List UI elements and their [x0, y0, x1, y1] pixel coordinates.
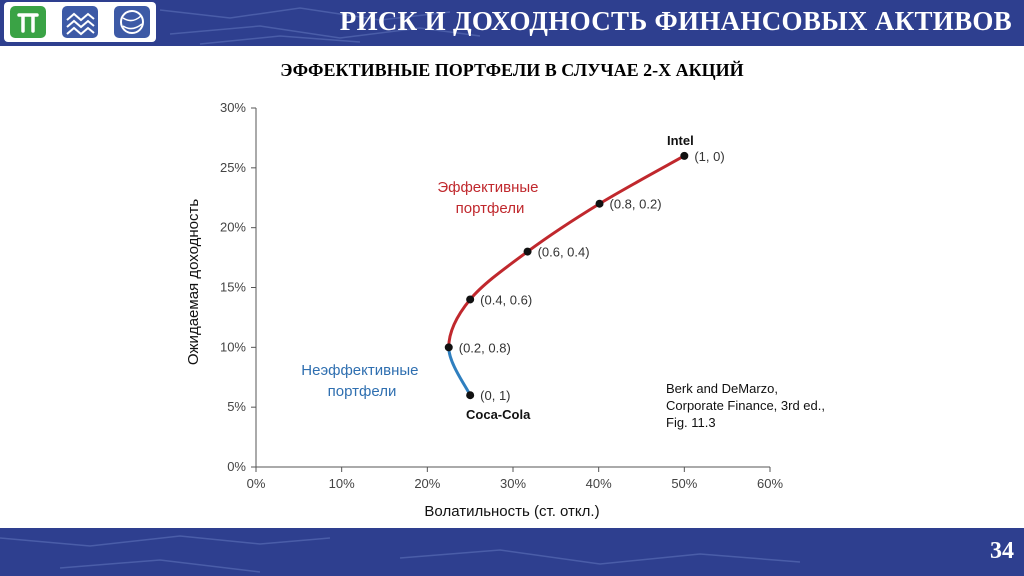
inefficient-label: Неэффективные портфели — [301, 362, 422, 400]
portfolio-point — [444, 343, 453, 352]
portfolio-point — [680, 151, 689, 160]
footer-decoration — [0, 535, 801, 573]
point-label: (0.8, 0.2) — [610, 197, 662, 212]
efficient-label: Эффективные портфели — [437, 179, 542, 217]
y-tick-label: 20% — [220, 220, 246, 235]
point-label: (0.2, 0.8) — [459, 340, 511, 355]
portfolio-point — [595, 199, 604, 208]
footer-bar: 34 — [0, 528, 1024, 576]
slide-title: ЭФФЕКТИВНЫЕ ПОРТФЕЛИ В СЛУЧАЕ 2-Х АКЦИЙ — [280, 60, 744, 80]
stock-label: Intel — [667, 133, 694, 148]
y-tick-label: 25% — [220, 160, 246, 175]
header-decoration — [159, 7, 481, 45]
logo — [4, 2, 156, 42]
x-axis-label: Волатильность (ст. откл.) — [424, 503, 599, 520]
x-tick-label: 0% — [247, 476, 266, 491]
portfolio-point — [466, 391, 475, 400]
chart-points: (0, 1) (0.2, 0.8) (0.4, 0.6) (0.6, 0.4) (0.8… — [444, 133, 725, 422]
y-tick-label: 30% — [220, 100, 246, 115]
y-tick-label: 10% — [220, 339, 246, 354]
point-label: (1, 0) — [694, 149, 724, 164]
y-tick-label: 15% — [220, 280, 246, 295]
x-tick-label: 50% — [671, 476, 697, 491]
portfolio-point — [523, 247, 532, 256]
header-bar: РИСК И ДОХОДНОСТЬ ФИНАНСОВЫХ АКТИВОВ — [0, 0, 1024, 46]
x-tick-label: 10% — [329, 476, 355, 491]
y-tick-label: 0% — [227, 459, 246, 474]
page-number: 34 — [990, 538, 1014, 564]
point-label: (0.6, 0.4) — [538, 245, 590, 260]
logo-pi-icon — [10, 6, 46, 38]
chart-axes: 0% 10% 20% 30% 40% 50% 60% 0% 5% 10% 15% 20% 25% 30% — [220, 100, 783, 491]
y-axis-label: Ожидаемая доходность — [185, 199, 202, 365]
logo-waves-icon — [62, 6, 98, 38]
point-label: (0, 1) — [480, 388, 510, 403]
x-tick-label: 40% — [586, 476, 612, 491]
portfolio-point — [466, 295, 475, 304]
x-tick-label: 20% — [414, 476, 440, 491]
y-tick-label: 5% — [227, 399, 246, 414]
logo-globe-icon — [114, 6, 150, 38]
point-label: (0.4, 0.6) — [480, 292, 532, 307]
efficient-frontier-curve — [447, 154, 686, 348]
x-tick-label: 30% — [500, 476, 526, 491]
header-title: РИСК И ДОХОДНОСТЬ ФИНАНСОВЫХ АКТИВОВ — [339, 6, 1012, 36]
source-annotation: Berk and DeMarzo, Corporate Finance, 3rd… — [666, 381, 829, 430]
x-tick-label: 60% — [757, 476, 783, 491]
stock-label: Coca-Cola — [466, 407, 531, 422]
